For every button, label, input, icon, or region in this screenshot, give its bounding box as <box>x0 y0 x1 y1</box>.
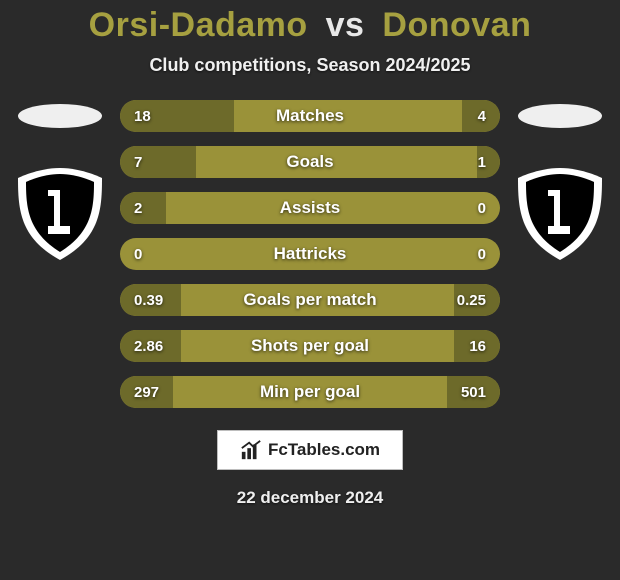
stat-row: 0Hattricks0 <box>120 238 500 270</box>
stat-label: Goals per match <box>120 290 500 310</box>
stat-value-right: 0.25 <box>457 292 486 309</box>
stat-label: Shots per goal <box>120 336 500 356</box>
footer: FcTables.com 22 december 2024 <box>217 430 403 508</box>
player2-club-shield-icon <box>510 164 610 264</box>
stat-label: Hattricks <box>120 244 500 264</box>
stat-label: Goals <box>120 152 500 172</box>
vs-text: vs <box>326 6 365 44</box>
stat-label: Min per goal <box>120 382 500 402</box>
stat-value-right: 501 <box>461 384 486 401</box>
player1-pill-icon <box>18 104 102 128</box>
stat-value-right: 4 <box>478 108 486 125</box>
chart-icon <box>240 439 262 461</box>
brand-text: FcTables.com <box>268 440 380 460</box>
stat-row: 2.86Shots per goal16 <box>120 330 500 362</box>
stat-value-right: 16 <box>469 338 486 355</box>
subtitle: Club competitions, Season 2024/2025 <box>149 55 470 76</box>
stat-row: 7Goals1 <box>120 146 500 178</box>
stat-row: 0.39Goals per match0.25 <box>120 284 500 316</box>
player2-pill-icon <box>518 104 602 128</box>
stats-column: 18Matches47Goals12Assists00Hattricks00.3… <box>120 100 500 408</box>
main-content: 18Matches47Goals12Assists00Hattricks00.3… <box>0 100 620 408</box>
stat-row: 297Min per goal501 <box>120 376 500 408</box>
comparison-title: Orsi-Dadamo vs Donovan <box>89 6 532 45</box>
stat-label: Matches <box>120 106 500 126</box>
stat-row: 2Assists0 <box>120 192 500 224</box>
stat-label: Assists <box>120 198 500 218</box>
player1-club-shield-icon <box>10 164 110 264</box>
stat-value-right: 0 <box>478 200 486 217</box>
stat-row: 18Matches4 <box>120 100 500 132</box>
left-player-column <box>0 100 120 264</box>
date-text: 22 december 2024 <box>237 488 384 508</box>
brand-logo[interactable]: FcTables.com <box>217 430 403 470</box>
stat-value-right: 0 <box>478 246 486 263</box>
player1-name: Orsi-Dadamo <box>89 6 308 44</box>
player2-name: Donovan <box>382 6 531 44</box>
stat-value-right: 1 <box>478 154 486 171</box>
right-player-column <box>500 100 620 264</box>
